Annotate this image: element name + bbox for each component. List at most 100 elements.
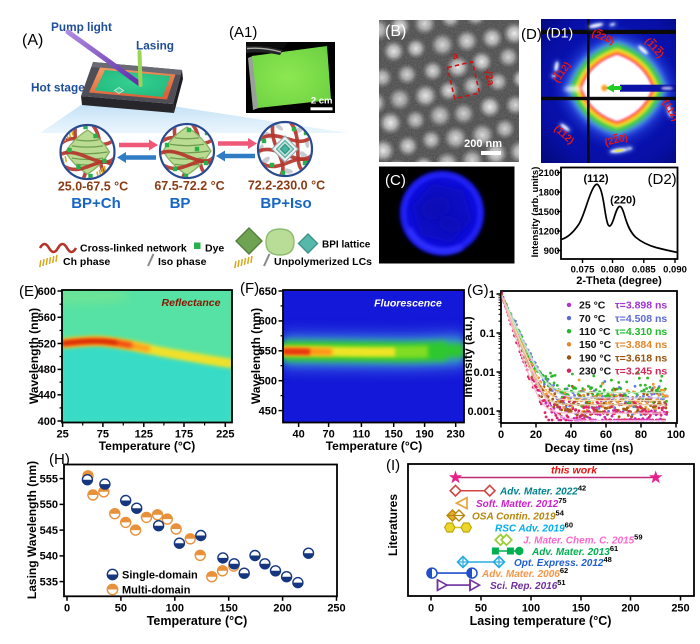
svg-text:40: 40 <box>565 429 577 441</box>
svg-text:0.1: 0.1 <box>480 328 495 340</box>
svg-text:440: 440 <box>38 390 56 402</box>
svg-text:2-Theta (degree): 2-Theta (degree) <box>576 275 662 287</box>
svg-text:230 °C: 230 °C <box>579 365 612 377</box>
svg-text:450: 450 <box>259 405 277 417</box>
svg-text:Sci. Rep. 201651: Sci. Rep. 201651 <box>490 578 566 592</box>
svg-text:545: 545 <box>40 525 58 537</box>
svg-text:Adv. Mater. 200662: Adv. Mater. 200662 <box>481 566 568 580</box>
svg-text:Pump light: Pump light <box>51 20 112 34</box>
svg-text:20: 20 <box>530 429 542 441</box>
svg-text:67.5-72.2 °C: 67.5-72.2 °C <box>154 179 224 193</box>
svg-text:BP+Ch: BP+Ch <box>71 195 121 212</box>
svg-text:25.0-67.5 °C: 25.0-67.5 °C <box>58 180 128 194</box>
svg-text:Cross-linked network: Cross-linked network <box>80 243 187 255</box>
svg-text:(220): (220) <box>604 132 629 148</box>
svg-text:0.01: 0.01 <box>474 367 495 379</box>
svg-text:150: 150 <box>220 603 238 615</box>
svg-text:1200: 1200 <box>538 226 559 237</box>
svg-text:τ=3.245 ns: τ=3.245 ns <box>615 365 667 377</box>
svg-text:225: 225 <box>216 429 234 441</box>
svg-text:Wavelength (nm): Wavelength (nm) <box>27 308 41 404</box>
svg-text:Literatures: Literatures <box>386 494 400 556</box>
svg-text:70: 70 <box>322 429 334 441</box>
svg-text:(D): (D) <box>521 26 542 43</box>
svg-text:τ=4.508 ns: τ=4.508 ns <box>615 313 667 325</box>
svg-text:(F): (F) <box>240 280 259 297</box>
svg-text:150: 150 <box>385 429 403 441</box>
svg-text:100: 100 <box>522 603 540 615</box>
svg-text:200: 200 <box>621 603 639 615</box>
svg-text:this work: this work <box>551 465 598 477</box>
svg-text:J. Mater. Chem. C. 201559: J. Mater. Chem. C. 201559 <box>523 533 643 547</box>
svg-text:540: 540 <box>40 551 58 563</box>
svg-text:520: 520 <box>38 338 56 350</box>
svg-text:Temperature (°C): Temperature (°C) <box>99 439 196 453</box>
svg-text:230: 230 <box>447 429 465 441</box>
svg-text:560: 560 <box>38 312 56 324</box>
svg-text:√2a: √2a <box>481 68 496 87</box>
svg-text:Iso phase: Iso phase <box>158 256 207 268</box>
svg-text:400: 400 <box>38 416 56 428</box>
svg-text:τ=3.898 ns: τ=3.898 ns <box>615 300 667 312</box>
svg-text:(D1): (D1) <box>546 25 573 41</box>
svg-text:Adv. Mater. 202242: Adv. Mater. 202242 <box>499 484 586 498</box>
svg-text:0.001: 0.001 <box>467 406 495 418</box>
svg-text:Intensity (arb. units): Intensity (arb. units) <box>530 167 541 258</box>
svg-text:480: 480 <box>38 364 56 376</box>
svg-text:70 °C: 70 °C <box>579 313 606 325</box>
svg-text:125: 125 <box>135 429 153 441</box>
svg-text:Ch phase: Ch phase <box>63 256 110 268</box>
svg-text:BPI lattice: BPI lattice <box>322 240 371 251</box>
svg-text:600: 600 <box>38 286 56 298</box>
svg-text:(G): (G) <box>467 282 489 299</box>
svg-text:Adv. Mater. 201361: Adv. Mater. 201361 <box>531 544 618 558</box>
svg-text:0.090: 0.090 <box>663 265 687 276</box>
svg-text:0.080: 0.080 <box>601 265 625 276</box>
svg-text:40: 40 <box>292 429 304 441</box>
svg-text:110 °C: 110 °C <box>579 326 611 338</box>
svg-text:0: 0 <box>498 429 504 441</box>
svg-text:0: 0 <box>64 603 70 615</box>
svg-text:110: 110 <box>353 429 371 441</box>
svg-text:0: 0 <box>428 603 434 615</box>
svg-text:(C): (C) <box>385 172 406 189</box>
svg-text:25 °C: 25 °C <box>579 300 606 312</box>
svg-text:τ=4.310 ns: τ=4.310 ns <box>615 326 667 338</box>
svg-text:60: 60 <box>600 429 612 441</box>
svg-text:(E): (E) <box>19 283 39 300</box>
svg-text:2 cm: 2 cm <box>311 96 333 107</box>
svg-text:Lasing: Lasing <box>136 39 174 53</box>
svg-text:100: 100 <box>667 429 685 441</box>
svg-text:Hot stage: Hot stage <box>31 81 85 95</box>
svg-text:25: 25 <box>56 429 68 441</box>
svg-text:200 nm: 200 nm <box>464 138 502 150</box>
svg-text:Soft. Matter. 201275: Soft. Matter. 201275 <box>476 496 567 510</box>
svg-text:Temperature (°C): Temperature (°C) <box>326 439 423 453</box>
svg-text:(B): (B) <box>385 23 406 40</box>
svg-text:a: a <box>451 50 459 62</box>
svg-text:175: 175 <box>175 429 193 441</box>
svg-text:Decay time (ns): Decay time (ns) <box>545 441 634 455</box>
svg-text:80: 80 <box>635 429 647 441</box>
svg-text:50: 50 <box>115 603 127 615</box>
svg-text:600: 600 <box>259 316 277 328</box>
svg-text:Reflectance: Reflectance <box>162 297 221 309</box>
svg-text:75: 75 <box>97 429 109 441</box>
svg-text:Lasing temperature (°C): Lasing temperature (°C) <box>470 614 612 628</box>
svg-text:200: 200 <box>273 603 291 615</box>
svg-text:Single-domain: Single-domain <box>122 570 198 582</box>
svg-text:150 °C: 150 °C <box>579 339 612 351</box>
svg-text:RSC Adv. 201960: RSC Adv. 201960 <box>495 520 573 534</box>
svg-text:BP: BP <box>170 195 191 212</box>
svg-text:(I): (I) <box>386 457 400 474</box>
svg-text:(D2): (D2) <box>648 171 677 188</box>
svg-text:250: 250 <box>327 603 345 615</box>
svg-text:OSA Contin. 201954: OSA Contin. 201954 <box>472 508 565 522</box>
svg-text:1: 1 <box>489 289 495 301</box>
svg-text:150: 150 <box>572 603 590 615</box>
svg-text:555: 555 <box>40 473 58 485</box>
svg-text:Unpolymerized LCs: Unpolymerized LCs <box>274 256 372 268</box>
svg-text:250: 250 <box>671 603 689 615</box>
svg-text:900: 900 <box>544 246 560 257</box>
svg-text:2100: 2100 <box>538 168 559 179</box>
